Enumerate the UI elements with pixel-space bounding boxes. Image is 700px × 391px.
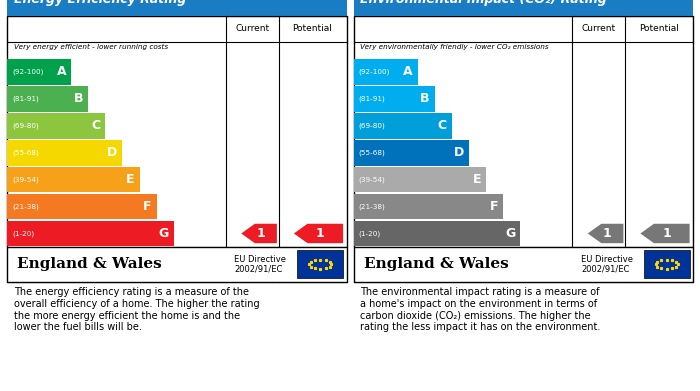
Text: B: B [420, 92, 430, 105]
Text: (1-20): (1-20) [12, 230, 34, 237]
Text: (21-38): (21-38) [358, 203, 385, 210]
Text: The energy efficiency rating is a measure of the
overall efficiency of a home. T: The energy efficiency rating is a measur… [14, 287, 260, 332]
Text: G: G [158, 227, 169, 240]
Text: Energy Efficiency Rating: Energy Efficiency Rating [14, 0, 186, 6]
Bar [354, 113, 452, 138]
Text: The environmental impact rating is a measure of
a home's impact on the environme: The environmental impact rating is a mea… [360, 287, 601, 332]
Bar [7, 113, 106, 138]
Bar [354, 194, 503, 219]
Text: Not energy efficient - higher running costs: Not energy efficient - higher running co… [14, 248, 168, 255]
Text: 1: 1 [316, 227, 325, 240]
Text: (69-80): (69-80) [358, 122, 385, 129]
Text: 1: 1 [603, 227, 612, 240]
Text: B: B [74, 92, 83, 105]
Bar [354, 59, 418, 84]
Text: (39-54): (39-54) [12, 176, 38, 183]
Polygon shape [294, 224, 343, 243]
Bar [7, 86, 88, 111]
Text: G: G [505, 227, 515, 240]
Bar [354, 221, 520, 246]
Bar [7, 59, 71, 84]
Text: F: F [143, 200, 152, 213]
Text: Current: Current [235, 24, 270, 34]
Text: EU Directive
2002/91/EC: EU Directive 2002/91/EC [581, 255, 633, 274]
Text: A: A [403, 65, 412, 78]
Bar [354, 247, 693, 282]
Bar [298, 250, 343, 278]
Text: C: C [438, 119, 447, 132]
Text: E: E [473, 173, 481, 186]
Text: Very environmentally friendly - lower CO₂ emissions: Very environmentally friendly - lower CO… [360, 43, 549, 50]
Text: (21-38): (21-38) [12, 203, 38, 210]
Text: (92-100): (92-100) [12, 68, 43, 75]
Bar [7, 247, 346, 282]
Bar [354, 140, 469, 165]
Text: (69-80): (69-80) [12, 122, 38, 129]
Bar [354, 167, 486, 192]
Text: Environmental Impact (CO₂) Rating: Environmental Impact (CO₂) Rating [360, 0, 607, 6]
Polygon shape [588, 224, 624, 243]
Bar [354, 86, 435, 111]
Text: England & Wales: England & Wales [18, 257, 162, 271]
Text: Potential: Potential [293, 24, 332, 34]
Text: (92-100): (92-100) [358, 68, 390, 75]
Polygon shape [640, 224, 690, 243]
Text: (39-54): (39-54) [358, 176, 385, 183]
Text: F: F [489, 200, 498, 213]
Text: (55-68): (55-68) [358, 149, 385, 156]
Bar [7, 194, 157, 219]
Text: (1-20): (1-20) [358, 230, 381, 237]
Bar [354, 0, 693, 16]
Text: D: D [454, 146, 464, 159]
Text: EU Directive
2002/91/EC: EU Directive 2002/91/EC [234, 255, 286, 274]
Text: Potential: Potential [639, 24, 679, 34]
Bar [644, 250, 690, 278]
Text: Very energy efficient - lower running costs: Very energy efficient - lower running co… [14, 43, 168, 50]
Text: C: C [91, 119, 100, 132]
Polygon shape [241, 224, 277, 243]
Bar [7, 0, 346, 16]
Text: England & Wales: England & Wales [364, 257, 508, 271]
Bar [7, 221, 174, 246]
Text: A: A [57, 65, 66, 78]
Text: Current: Current [582, 24, 616, 34]
Bar [7, 140, 122, 165]
Text: (81-91): (81-91) [12, 95, 38, 102]
Text: 1: 1 [662, 227, 671, 240]
Text: (55-68): (55-68) [12, 149, 38, 156]
Bar [7, 167, 139, 192]
Text: E: E [126, 173, 134, 186]
Text: (81-91): (81-91) [358, 95, 385, 102]
Text: 1: 1 [256, 227, 265, 240]
Text: Not environmentally friendly - higher CO₂ emissions: Not environmentally friendly - higher CO… [360, 248, 549, 255]
Text: D: D [107, 146, 118, 159]
